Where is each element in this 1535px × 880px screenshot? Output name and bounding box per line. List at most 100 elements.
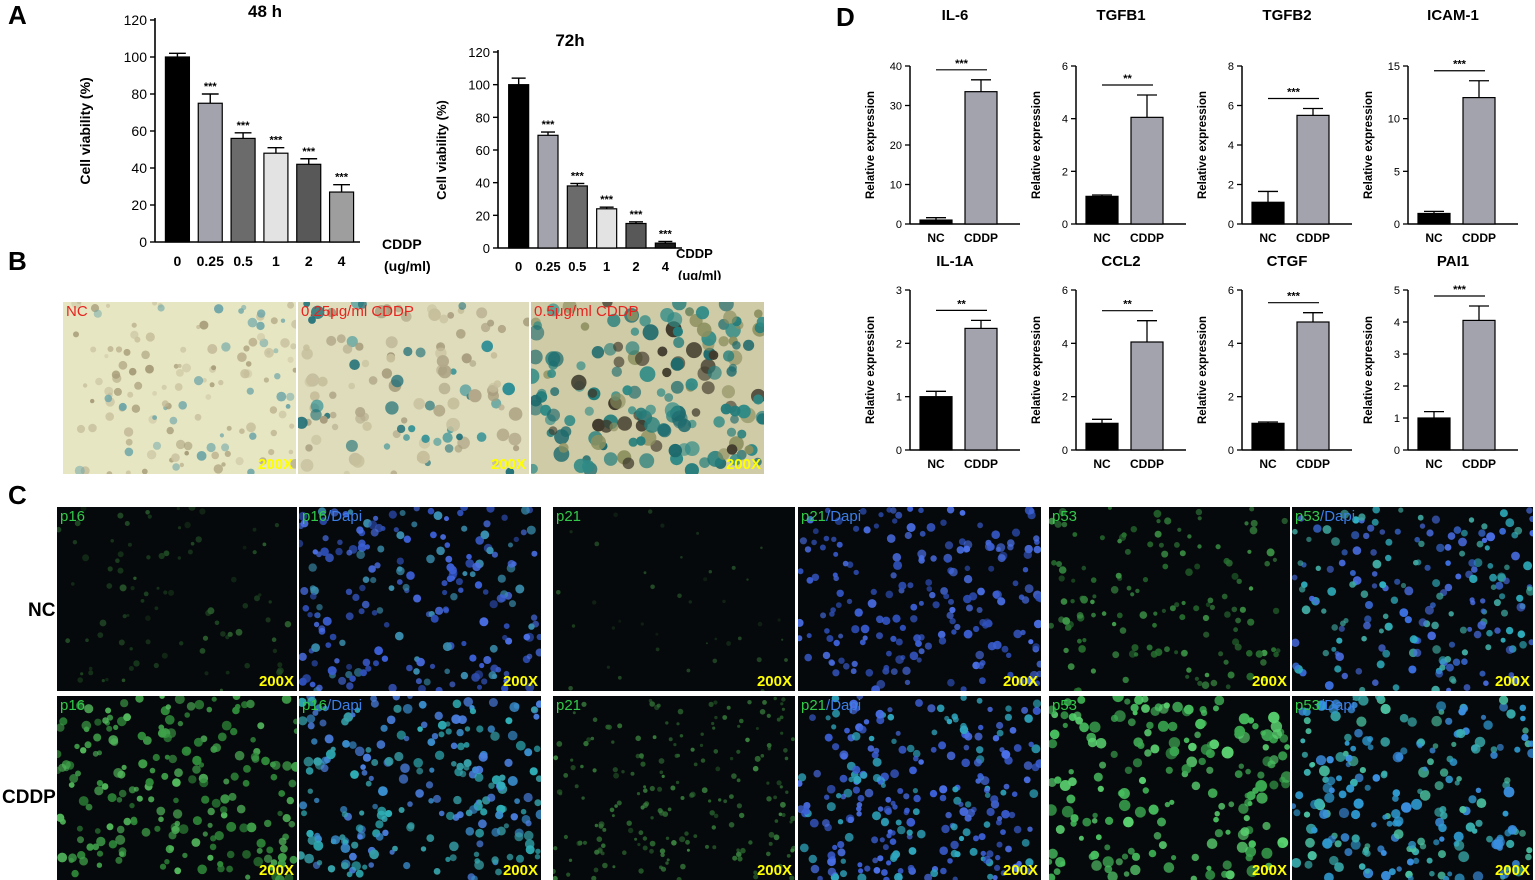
cell-dot bbox=[980, 850, 986, 857]
cell-dot bbox=[613, 341, 624, 352]
cell-dot bbox=[263, 854, 273, 863]
x-tick-label: NC bbox=[1259, 231, 1277, 245]
cell-dot bbox=[992, 875, 998, 880]
micrograph-background bbox=[57, 507, 297, 691]
cell-dot bbox=[306, 829, 314, 838]
y-tick-label: 6 bbox=[1062, 285, 1068, 297]
cell-dot bbox=[187, 549, 193, 555]
cell-dot bbox=[313, 621, 320, 628]
cell-dot bbox=[314, 797, 320, 804]
cell-dot bbox=[123, 713, 131, 722]
cell-dot bbox=[450, 742, 458, 750]
cell-dot bbox=[359, 584, 366, 592]
cell-dot bbox=[830, 607, 836, 613]
cell-dot bbox=[1434, 781, 1444, 791]
cell-dot bbox=[438, 382, 451, 395]
cell-dot bbox=[1335, 652, 1344, 661]
cell-dot bbox=[176, 507, 180, 511]
y-tick-label: 100 bbox=[124, 49, 148, 65]
cell-dot bbox=[94, 828, 101, 834]
cell-dot bbox=[1206, 838, 1218, 849]
cell-dot bbox=[680, 796, 685, 800]
cell-dot bbox=[1248, 586, 1254, 591]
cell-dot bbox=[1486, 835, 1493, 843]
cell-dot bbox=[1514, 526, 1523, 535]
cell-dot bbox=[1222, 860, 1232, 870]
cell-dot bbox=[212, 743, 222, 752]
y-tick-label: 2 bbox=[1228, 392, 1234, 404]
cell-dot bbox=[1186, 756, 1198, 768]
cell-dot bbox=[1399, 608, 1409, 617]
cell-dot bbox=[1049, 622, 1054, 629]
cell-dot bbox=[777, 863, 783, 870]
significance-marker: *** bbox=[659, 228, 673, 240]
cell-dot bbox=[1206, 865, 1212, 871]
cell-dot bbox=[910, 615, 918, 623]
cell-dot bbox=[284, 873, 294, 880]
cell-dot bbox=[1153, 832, 1162, 840]
cell-dot bbox=[341, 811, 348, 818]
cell-dot bbox=[316, 604, 323, 611]
cell-dot bbox=[533, 713, 540, 720]
cell-dot bbox=[447, 312, 455, 319]
cell-dot bbox=[492, 459, 500, 467]
cell-dot bbox=[964, 732, 973, 741]
cell-dot bbox=[617, 416, 632, 431]
cell-dot bbox=[357, 834, 363, 840]
cell-dot bbox=[912, 808, 920, 816]
cell-dot bbox=[1055, 825, 1065, 834]
cell-dot bbox=[1049, 517, 1056, 525]
cell-dot bbox=[1049, 804, 1057, 816]
cell-dot bbox=[372, 803, 378, 810]
cell-dot bbox=[339, 639, 346, 646]
cell-dot bbox=[1080, 595, 1088, 604]
cell-dot bbox=[174, 867, 182, 875]
cell-dot bbox=[310, 399, 324, 413]
cell-dot bbox=[119, 584, 127, 592]
y-axis-label: Relative expression bbox=[865, 91, 877, 199]
cell-dot bbox=[1489, 573, 1497, 582]
cell-dot bbox=[737, 404, 751, 419]
cell-dot bbox=[1244, 521, 1249, 526]
cell-dot bbox=[1197, 544, 1202, 549]
cell-dot bbox=[628, 437, 638, 447]
x-tick-label: 2 bbox=[632, 259, 639, 274]
cell-dot bbox=[535, 700, 541, 708]
cell-dot bbox=[978, 724, 984, 731]
cell-dot bbox=[381, 368, 393, 379]
cell-dot bbox=[1246, 865, 1259, 877]
cell-dot bbox=[238, 308, 245, 314]
cell-dot bbox=[320, 547, 329, 556]
bar bbox=[328, 191, 355, 243]
cell-dot bbox=[307, 722, 315, 730]
cell-dot bbox=[1499, 702, 1508, 712]
cell-dot bbox=[231, 576, 237, 583]
cell-dot bbox=[718, 798, 722, 802]
cell-dot bbox=[926, 586, 933, 592]
cell-dot bbox=[1440, 811, 1448, 820]
cell-dot bbox=[146, 450, 157, 460]
cell-dot bbox=[1459, 550, 1466, 557]
cell-dot bbox=[72, 540, 78, 545]
cell-dot bbox=[502, 382, 515, 396]
cell-dot bbox=[1051, 560, 1057, 566]
cell-dot bbox=[476, 432, 487, 442]
cell-dot bbox=[425, 781, 434, 789]
cell-dot bbox=[660, 866, 667, 872]
cell-dot bbox=[220, 811, 228, 819]
cell-dot bbox=[1138, 776, 1147, 785]
cell-dot bbox=[644, 417, 660, 433]
cell-dot bbox=[1426, 529, 1434, 537]
cell-dot bbox=[665, 861, 669, 865]
cell-dot bbox=[872, 811, 881, 821]
cell-dot bbox=[1093, 772, 1103, 782]
cell-dot bbox=[1033, 545, 1041, 554]
cell-dot bbox=[126, 470, 131, 474]
magnification-label: 200X bbox=[1002, 862, 1038, 879]
cell-dot bbox=[856, 696, 864, 700]
cell-dot bbox=[214, 304, 224, 314]
significance-marker: *** bbox=[1287, 291, 1301, 303]
cell-dot bbox=[1011, 528, 1021, 537]
cell-dot bbox=[660, 852, 665, 858]
cell-dot bbox=[648, 509, 653, 514]
